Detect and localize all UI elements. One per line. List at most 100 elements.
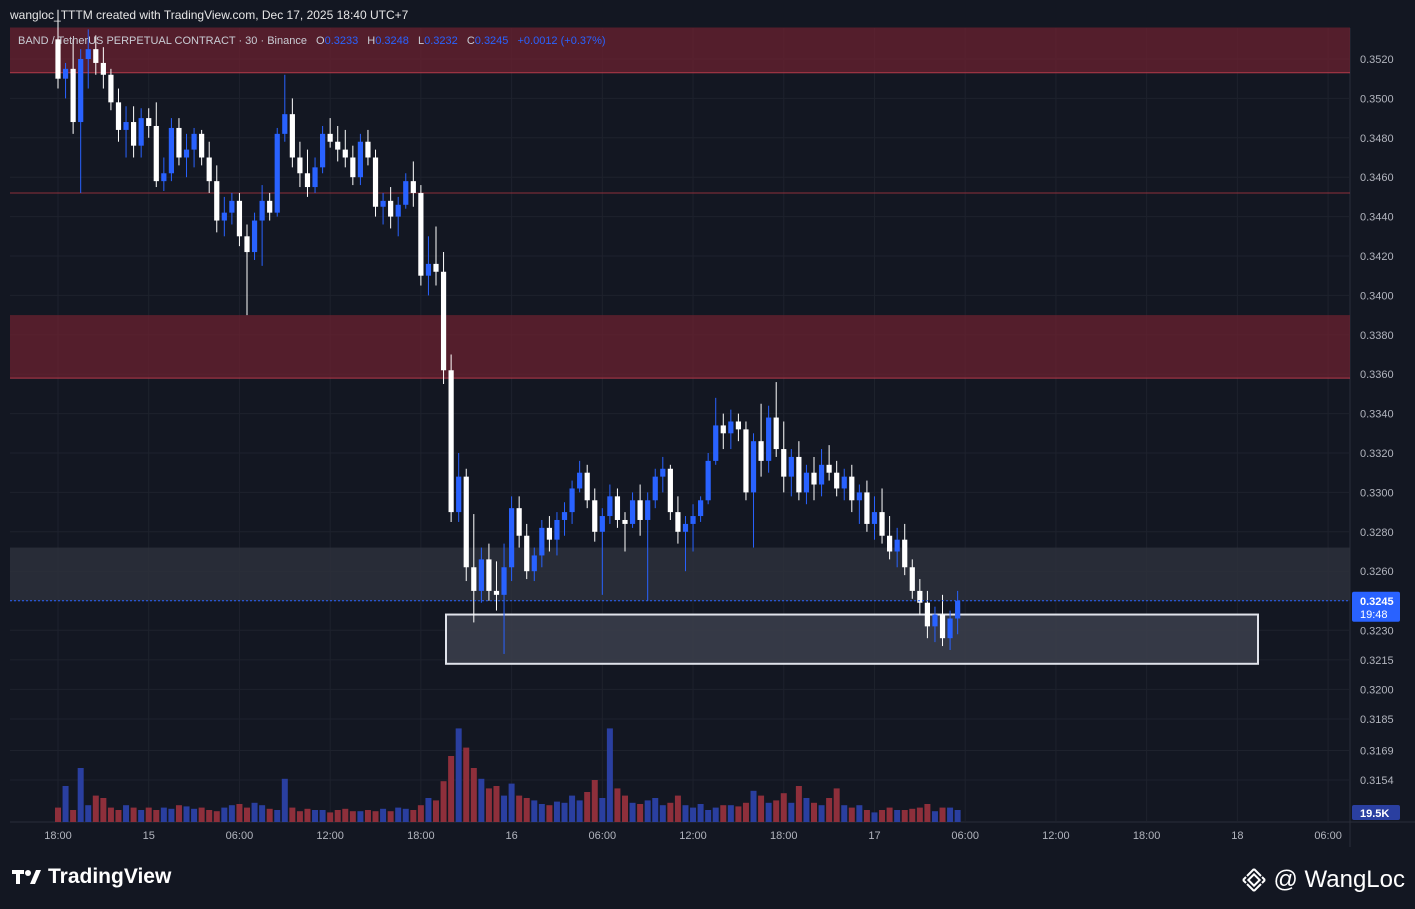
- plot-area[interactable]: [10, 28, 1350, 822]
- candle-body[interactable]: [924, 602, 930, 627]
- candle-body[interactable]: [682, 523, 689, 532]
- candle-body[interactable]: [486, 559, 492, 591]
- candle-body[interactable]: [524, 535, 530, 572]
- candle-body[interactable]: [168, 127, 174, 174]
- candle-body[interactable]: [320, 133, 326, 168]
- candle-body[interactable]: [448, 370, 454, 513]
- zone-resistance-top[interactable]: [10, 27, 1350, 73]
- candle-body[interactable]: [705, 460, 711, 501]
- candle-body[interactable]: [698, 500, 704, 517]
- candle-body[interactable]: [100, 62, 106, 75]
- candle-body[interactable]: [509, 508, 515, 568]
- price-chart[interactable]: 0.3520 0.3500 0.3480 0.3460 0.3440 0.3420 0.34…: [0, 0, 1415, 858]
- price-axis[interactable]: [1350, 28, 1415, 847]
- candle-body[interactable]: [55, 39, 61, 79]
- candle-body[interactable]: [607, 496, 613, 517]
- candle-body[interactable]: [569, 488, 575, 513]
- candle-body[interactable]: [811, 472, 817, 485]
- candle-body[interactable]: [440, 271, 447, 371]
- candle-body[interactable]: [221, 212, 227, 221]
- candle-body[interactable]: [289, 114, 295, 158]
- candle-body[interactable]: [433, 263, 439, 272]
- candle-body[interactable]: [856, 492, 862, 501]
- candle-body[interactable]: [388, 200, 394, 217]
- candle-body[interactable]: [720, 425, 726, 434]
- candle-body[interactable]: [947, 618, 953, 639]
- candle-body[interactable]: [690, 516, 696, 524]
- candle-body[interactable]: [350, 157, 356, 178]
- candle-body[interactable]: [471, 567, 477, 591]
- candle-body[interactable]: [826, 464, 832, 473]
- candle-body[interactable]: [335, 141, 341, 150]
- candle-body[interactable]: [629, 500, 636, 524]
- candle-body[interactable]: [614, 496, 621, 520]
- last-price-tag[interactable]: [1352, 591, 1400, 622]
- candle-body[interactable]: [667, 468, 673, 513]
- candle-body[interactable]: [501, 567, 507, 595]
- candle-body[interactable]: [463, 476, 469, 568]
- candle-body[interactable]: [380, 200, 386, 207]
- candle-body[interactable]: [584, 472, 590, 501]
- candle-body[interactable]: [834, 472, 840, 489]
- candle-body[interactable]: [955, 600, 961, 619]
- candle-body[interactable]: [849, 476, 855, 501]
- candle-body[interactable]: [183, 149, 190, 158]
- candle-body[interactable]: [728, 421, 734, 434]
- candle-body[interactable]: [554, 519, 560, 540]
- candle-body[interactable]: [735, 421, 741, 430]
- candle-body[interactable]: [251, 220, 258, 253]
- candle-body[interactable]: [342, 149, 348, 158]
- candle-body[interactable]: [637, 500, 643, 520]
- candle-body[interactable]: [758, 441, 764, 461]
- candle-body[interactable]: [236, 200, 243, 237]
- candle-body[interactable]: [282, 114, 288, 134]
- candle-body[interactable]: [803, 472, 810, 493]
- candle-body[interactable]: [675, 512, 681, 532]
- candle-body[interactable]: [622, 519, 628, 524]
- candle-body[interactable]: [917, 590, 923, 603]
- candle-body[interactable]: [546, 527, 552, 540]
- candle-body[interactable]: [478, 559, 484, 591]
- candle-body[interactable]: [773, 417, 779, 450]
- candle-body[interactable]: [78, 59, 84, 123]
- candle-body[interactable]: [274, 133, 280, 213]
- candle-body[interactable]: [259, 200, 265, 221]
- tradingview-logo[interactable]: TradingView: [12, 865, 171, 889]
- candle-body[interactable]: [304, 173, 311, 188]
- candle-body[interactable]: [372, 157, 379, 207]
- candle-body[interactable]: [871, 512, 878, 524]
- candle-body[interactable]: [766, 417, 772, 461]
- candle-body[interactable]: [516, 508, 522, 536]
- candle-body[interactable]: [750, 441, 757, 493]
- candle-body[interactable]: [864, 492, 870, 524]
- candle-body[interactable]: [902, 539, 908, 568]
- candle-body[interactable]: [161, 173, 167, 182]
- candle-body[interactable]: [781, 449, 787, 477]
- candle-body[interactable]: [244, 236, 250, 253]
- candle-body[interactable]: [932, 614, 938, 627]
- symbol-title[interactable]: BAND / TetherUS PERPETUAL CONTRACT · 30 …: [18, 35, 307, 47]
- candle-body[interactable]: [93, 49, 99, 63]
- candle-body[interactable]: [561, 512, 568, 520]
- candle-body[interactable]: [425, 263, 432, 276]
- candle-body[interactable]: [365, 141, 371, 158]
- candle-body[interactable]: [410, 181, 416, 193]
- candle-body[interactable]: [818, 464, 825, 485]
- candle-body[interactable]: [788, 456, 794, 477]
- zone-supply-gray[interactable]: [10, 547, 1350, 601]
- candle-body[interactable]: [493, 590, 500, 595]
- candle-body[interactable]: [599, 516, 605, 532]
- candle-body[interactable]: [206, 157, 212, 182]
- candle-body[interactable]: [395, 204, 401, 217]
- candle-body[interactable]: [403, 181, 409, 205]
- candle-body[interactable]: [879, 512, 885, 536]
- candle-body[interactable]: [652, 476, 658, 501]
- zone-support-box[interactable]: [445, 613, 1259, 665]
- candle-body[interactable]: [418, 192, 424, 276]
- candle-body[interactable]: [229, 200, 235, 213]
- candle-body[interactable]: [456, 476, 462, 513]
- candle-body[interactable]: [123, 122, 129, 130]
- candle-body[interactable]: [153, 125, 159, 182]
- candle-body[interactable]: [796, 456, 802, 493]
- candle-body[interactable]: [909, 567, 915, 591]
